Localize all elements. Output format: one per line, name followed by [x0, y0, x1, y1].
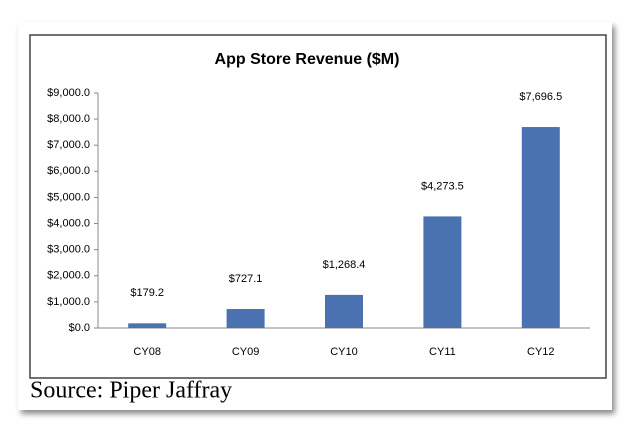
- x-tick-label: CY10: [330, 346, 358, 358]
- y-tick-label: $8,000.0: [47, 113, 90, 125]
- y-tick-label: $2,000.0: [47, 270, 90, 282]
- chart-title: App Store Revenue ($M): [215, 51, 400, 68]
- y-tick-label: $5,000.0: [47, 191, 90, 203]
- bar: [128, 323, 167, 328]
- x-tick-label: CY08: [133, 346, 161, 358]
- x-tick-label: CY09: [232, 346, 260, 358]
- value-label: $179.2: [130, 287, 164, 299]
- y-tick-label: $9,000.0: [47, 87, 90, 99]
- y-tick-label: $7,000.0: [47, 139, 90, 151]
- bar: [423, 216, 462, 328]
- value-label: $4,273.5: [421, 180, 464, 192]
- value-label: $1,268.4: [323, 259, 366, 271]
- bar: [521, 127, 560, 329]
- y-tick-label: $0.0: [69, 322, 90, 334]
- y-tick-label: $6,000.0: [47, 165, 90, 177]
- x-tick-label: CY12: [527, 346, 555, 358]
- bar: [325, 294, 363, 328]
- source-note: Source: Piper Jaffray: [30, 378, 232, 404]
- value-label: $7,696.5: [519, 91, 562, 103]
- y-tick-label: $3,000.0: [47, 244, 90, 256]
- y-tick-label: $1,000.0: [47, 296, 90, 308]
- bar: [226, 309, 265, 328]
- value-label: $727.1: [229, 273, 263, 285]
- x-tick-label: CY11: [429, 346, 456, 358]
- chart-frame: [29, 34, 607, 379]
- y-tick-label: $4,000.0: [47, 217, 90, 229]
